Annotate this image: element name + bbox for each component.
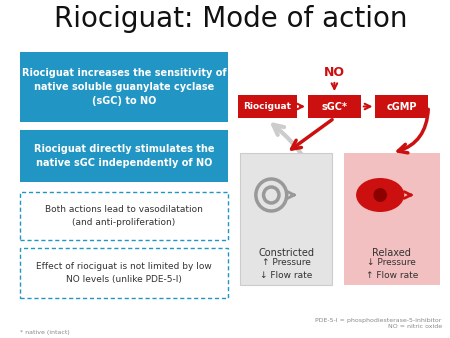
Text: NO: NO bbox=[324, 66, 345, 78]
Text: Riociguat increases the sensitivity of
native soluble guanylate cyclase
(sGC) to: Riociguat increases the sensitivity of n… bbox=[22, 68, 226, 106]
FancyBboxPatch shape bbox=[308, 95, 361, 118]
Text: PDE-5-I = phosphodiesterase-5-inhibitor
NO = nitric oxide: PDE-5-I = phosphodiesterase-5-inhibitor … bbox=[315, 318, 442, 329]
FancyBboxPatch shape bbox=[240, 153, 332, 285]
Ellipse shape bbox=[356, 178, 404, 212]
FancyArrowPatch shape bbox=[398, 109, 428, 153]
FancyBboxPatch shape bbox=[20, 248, 228, 298]
Text: Relaxed: Relaxed bbox=[372, 248, 411, 258]
Text: Riociguat directly stimulates the
native sGC independently of NO: Riociguat directly stimulates the native… bbox=[34, 144, 214, 168]
Text: Both actions lead to vasodilatation
(and anti-proliferation): Both actions lead to vasodilatation (and… bbox=[45, 205, 203, 227]
Text: ↓ Pressure
↑ Flow rate: ↓ Pressure ↑ Flow rate bbox=[365, 258, 418, 280]
FancyBboxPatch shape bbox=[20, 130, 228, 182]
Text: Riociguat: Riociguat bbox=[243, 102, 292, 111]
Text: ↑ Pressure
↓ Flow rate: ↑ Pressure ↓ Flow rate bbox=[260, 258, 312, 280]
FancyBboxPatch shape bbox=[20, 52, 228, 122]
Text: sGC*: sGC* bbox=[321, 101, 347, 112]
FancyBboxPatch shape bbox=[238, 95, 297, 118]
FancyArrowPatch shape bbox=[273, 125, 320, 283]
Text: cGMP: cGMP bbox=[387, 101, 417, 112]
Text: Riociguat: Mode of action: Riociguat: Mode of action bbox=[54, 5, 408, 33]
FancyBboxPatch shape bbox=[20, 192, 228, 240]
FancyArrowPatch shape bbox=[292, 120, 332, 149]
Ellipse shape bbox=[374, 188, 387, 202]
Text: * native (intact): * native (intact) bbox=[20, 330, 69, 335]
Text: Constricted: Constricted bbox=[258, 248, 314, 258]
FancyBboxPatch shape bbox=[375, 95, 428, 118]
FancyBboxPatch shape bbox=[343, 153, 440, 285]
Text: Effect of riociguat is not limited by low
NO levels (unlike PDE-5-I): Effect of riociguat is not limited by lo… bbox=[36, 262, 211, 284]
